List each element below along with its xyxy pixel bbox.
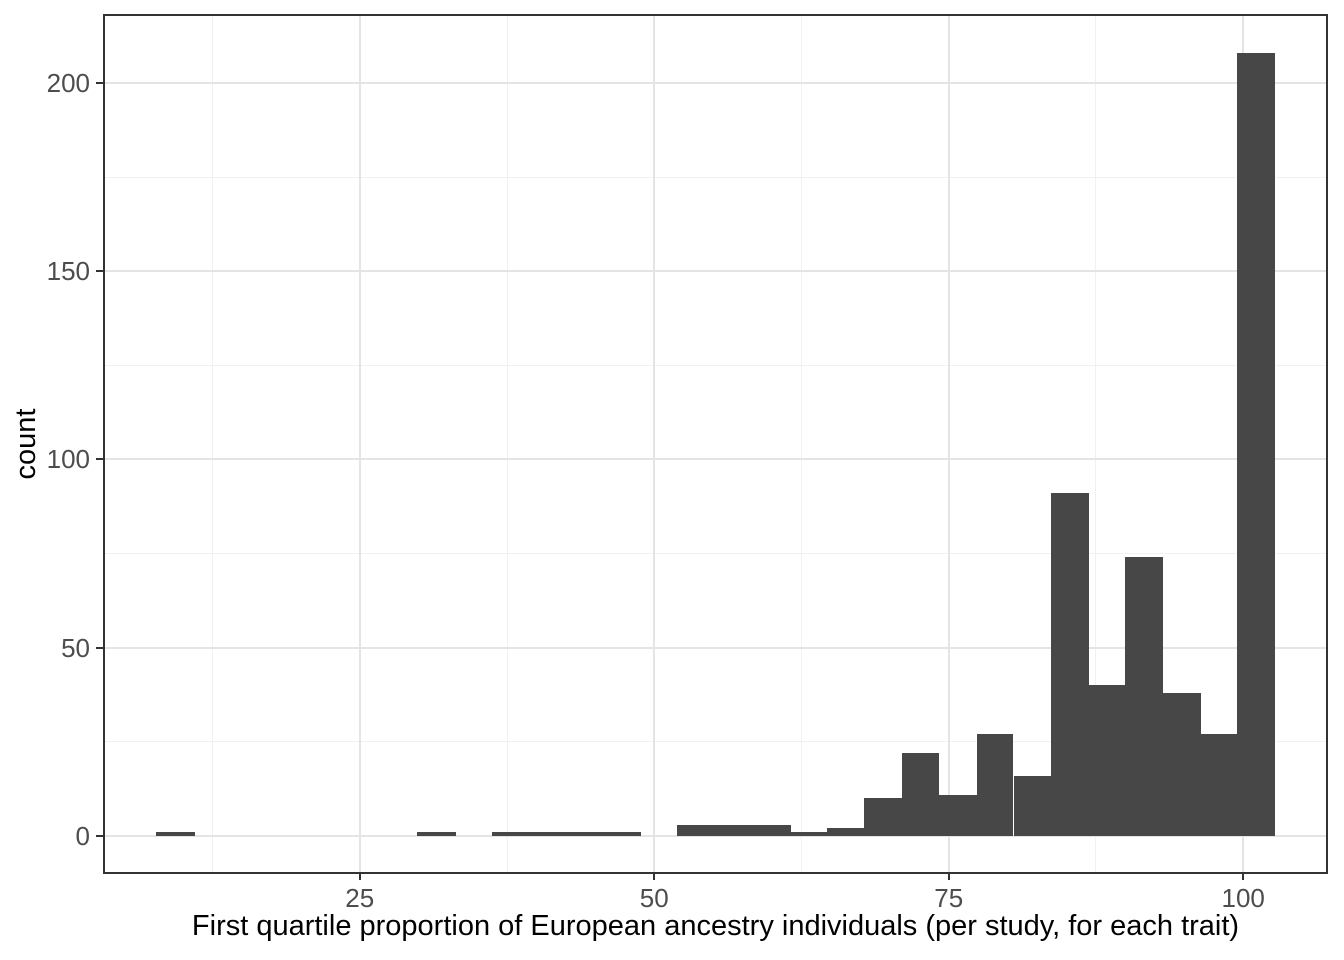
- gridline-vertical-minor: [1095, 14, 1097, 874]
- histogram-bar: [156, 832, 195, 836]
- x-tick-label: 75: [934, 883, 964, 913]
- histogram-bar: [1088, 685, 1126, 836]
- y-axis-tick: [96, 458, 103, 461]
- x-tick-label: 100: [1221, 883, 1265, 913]
- y-axis-tick: [96, 834, 103, 837]
- histogram-bar: [1200, 734, 1238, 836]
- x-axis-tick: [947, 874, 950, 880]
- histogram-bar: [939, 794, 977, 836]
- y-axis-tick: [96, 81, 103, 84]
- gridline-vertical-minor: [212, 14, 214, 874]
- gridline-horizontal-minor: [103, 176, 1328, 178]
- y-axis-tick: [96, 646, 103, 649]
- histogram-bar: [863, 798, 902, 836]
- x-tick-label: 25: [345, 883, 375, 913]
- y-tick-label: 200: [46, 67, 90, 98]
- gridline-horizontal-major: [103, 270, 1328, 273]
- histogram-bar: [1013, 775, 1052, 836]
- histogram-bar: [491, 832, 642, 836]
- y-tick-label: 0: [75, 820, 90, 851]
- gridline-horizontal-major: [103, 81, 1328, 84]
- gridline-vertical-major: [358, 14, 361, 874]
- histogram-bar: [790, 832, 828, 836]
- histogram-bar: [417, 832, 457, 836]
- x-axis-tick: [653, 874, 656, 880]
- y-tick-label: 50: [61, 632, 90, 663]
- histogram-bar: [827, 828, 864, 836]
- y-axis-tick: [96, 270, 103, 273]
- histogram-bar: [901, 753, 940, 836]
- gridline-horizontal-major: [103, 646, 1328, 649]
- histogram-bar: [1051, 493, 1089, 836]
- x-axis-tick: [358, 874, 361, 880]
- y-tick-label: 150: [46, 256, 90, 287]
- gridline-horizontal-major: [103, 834, 1328, 837]
- histogram-bar: [1237, 52, 1275, 836]
- y-tick-label: 100: [46, 444, 90, 475]
- histogram-bar: [1125, 557, 1164, 836]
- x-axis-title: First quartile proportion of European an…: [191, 910, 1240, 942]
- histogram-bar: [676, 824, 791, 836]
- y-axis-title: count: [10, 408, 42, 480]
- gridline-vertical-minor: [800, 14, 802, 874]
- gridline-horizontal-minor: [103, 553, 1328, 555]
- x-tick-label: 50: [639, 883, 669, 913]
- gridline-horizontal-minor: [103, 364, 1328, 366]
- gridline-vertical-major: [653, 14, 656, 874]
- histogram-bar: [976, 734, 1014, 836]
- gridline-vertical-minor: [506, 14, 508, 874]
- x-axis-tick: [1242, 874, 1245, 880]
- plot-panel: [103, 14, 1328, 874]
- gridline-horizontal-major: [103, 458, 1328, 461]
- gridline-horizontal-minor: [103, 741, 1328, 743]
- gridline-vertical-major: [947, 14, 950, 874]
- histogram-bar: [1163, 692, 1201, 836]
